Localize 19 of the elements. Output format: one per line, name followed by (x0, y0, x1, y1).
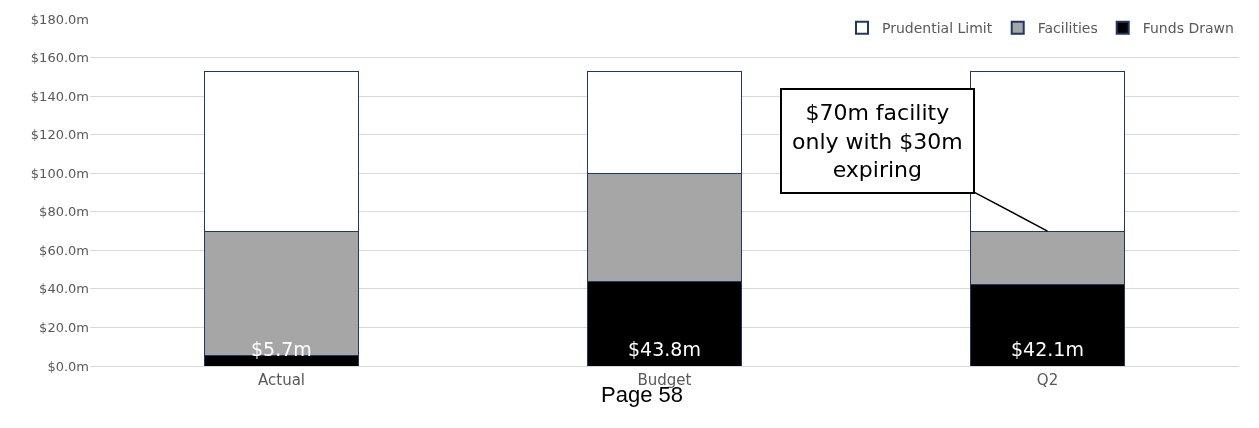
data-label: $5.7m (251, 338, 312, 360)
data-label: $42.1m (1011, 338, 1084, 360)
y-tick-label: $60.0m (39, 242, 89, 258)
legend-label: Facilities (1037, 20, 1098, 37)
legend-label: Prudential Limit (882, 20, 993, 37)
data-label: $43.8m (628, 338, 701, 360)
y-tick-label: $40.0m (39, 281, 89, 297)
y-tick-label: $20.0m (39, 319, 89, 335)
y-tick-label: $160.0m (30, 50, 89, 66)
y-tick-label: $80.0m (39, 204, 89, 220)
y-tick-label: $100.0m (30, 165, 89, 181)
annotation: $70m facility only with $30m expiring (792, 100, 963, 183)
x-tick-label: Actual (258, 371, 305, 389)
y-tick-label: $0.0m (47, 358, 89, 374)
x-tick-label: Q2 (1036, 371, 1059, 389)
y-tick-label: $140.0m (30, 88, 89, 104)
y-tick-label: $120.0m (30, 127, 89, 143)
legend-label: Funds Drawn (1142, 20, 1234, 37)
y-tick-label: $180.0m (30, 11, 89, 27)
